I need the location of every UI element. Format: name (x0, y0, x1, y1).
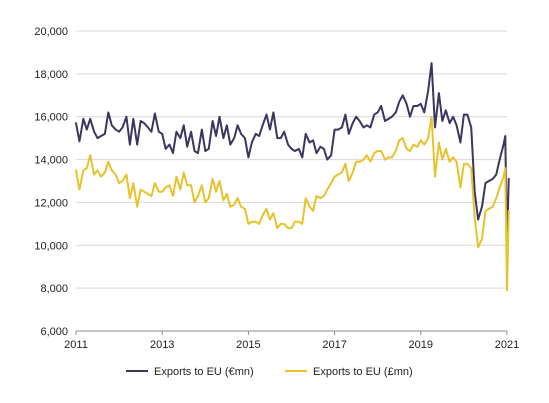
x-tick-label: 2021 (495, 339, 519, 351)
legend-label: Exports to EU (£mn) (313, 366, 413, 378)
y-tick-label: 12,000 (34, 197, 68, 209)
y-tick-label: 6,000 (40, 326, 68, 338)
x-axis (75, 330, 508, 335)
x-tick-label: 2019 (409, 339, 433, 351)
x-tick-label: 2011 (64, 339, 88, 351)
legend-label: Exports to EU (€mn) (154, 366, 254, 378)
x-tick-label: 2013 (150, 339, 174, 351)
legend: Exports to EU (€mn) Exports to EU (£mn) (126, 366, 413, 378)
series-line-1 (75, 62, 510, 249)
y-tick-label: 14,000 (34, 155, 68, 167)
y-tick-label: 8,000 (40, 283, 68, 295)
y-tick-label: 18,000 (34, 69, 68, 81)
x-tick-label: 2017 (322, 339, 346, 351)
y-tick-label: 20,000 (34, 26, 68, 38)
y-axis-tick-labels: 6,000 8,000 10,000 12,000 14,000 16,000 18,000… (34, 26, 68, 338)
x-tick-label: 2015 (236, 339, 260, 351)
series-line-2 (75, 115, 510, 292)
series-lines (75, 62, 510, 292)
y-tick-label: 16,000 (34, 112, 68, 124)
x-axis-tick-labels: 2011 2013 2015 2017 2019 2021 (64, 339, 519, 351)
gridlines (76, 30, 507, 289)
y-tick-label: 10,000 (34, 240, 68, 252)
